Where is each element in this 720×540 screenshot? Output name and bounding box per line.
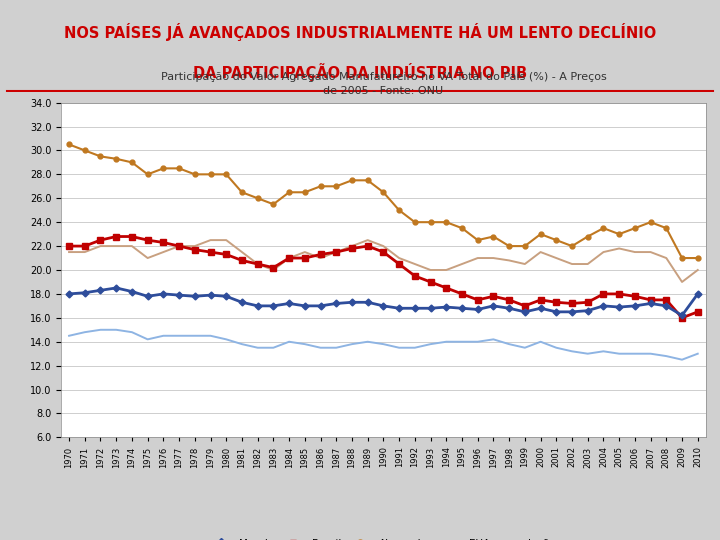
Text: NOS PAÍSES JÁ AVANÇADOS INDUSTRIALMENTE HÁ UM LENTO DECLÍNIO: NOS PAÍSES JÁ AVANÇADOS INDUSTRIALMENTE … (64, 23, 656, 41)
Legend: Mundo, Brasil, Alemanha, EUA, Japão: Mundo, Brasil, Alemanha, EUA, Japão (206, 535, 561, 540)
Title: Participação do Valor Agregado Manufatureiro no VA Total do País (%) - A Preços
: Participação do Valor Agregado Manufatur… (161, 72, 606, 96)
Text: DA PARTICIPAÇÃO DA INDÚSTRIA NO PIB: DA PARTICIPAÇÃO DA INDÚSTRIA NO PIB (193, 63, 527, 80)
